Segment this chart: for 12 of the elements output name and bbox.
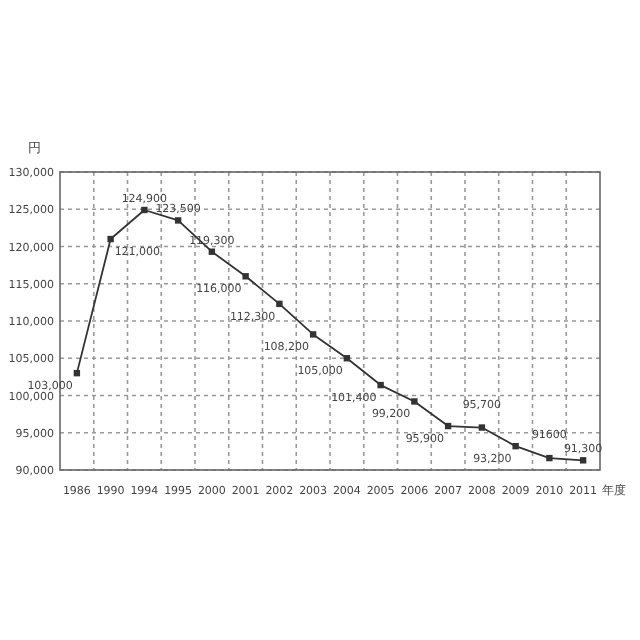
point [141, 206, 148, 214]
point [309, 331, 317, 338]
point [174, 217, 182, 224]
point [478, 424, 486, 431]
point [579, 457, 587, 464]
point [242, 273, 249, 280]
point [411, 398, 418, 405]
point [512, 442, 519, 450]
point [107, 235, 114, 243]
point [276, 300, 283, 308]
point [546, 454, 553, 462]
point [377, 381, 384, 389]
